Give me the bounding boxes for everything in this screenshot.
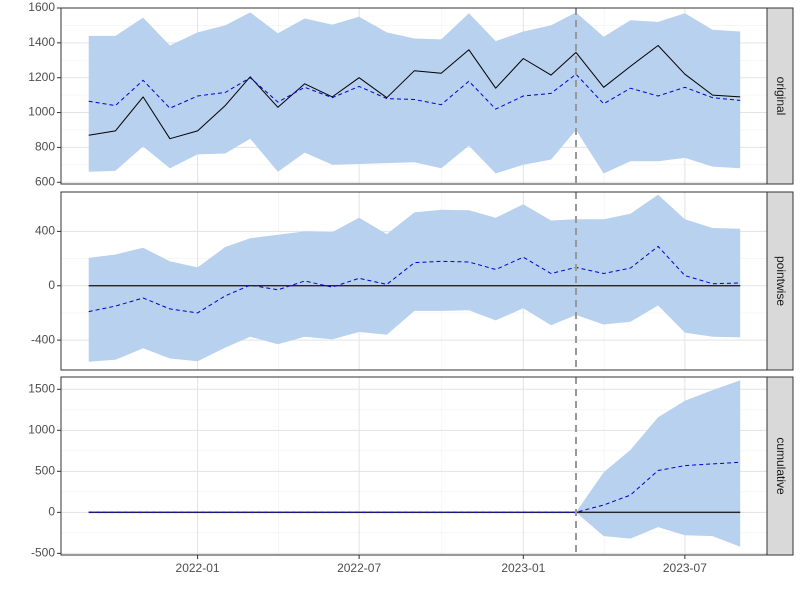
panel-original: 600 800 1000 1200 1400 1600 original: [28, 0, 794, 188]
y-tick-label: -400: [31, 332, 55, 346]
panel-strip: [766, 7, 794, 185]
predicted-series-line: [88, 73, 741, 110]
y-tick-label: 1500: [28, 381, 55, 395]
panel-strip: [766, 376, 794, 556]
strip-label: pointwise: [774, 256, 788, 306]
confidence-band: [88, 380, 741, 547]
y-tick-label: 1600: [28, 0, 55, 14]
x-tick-label: 2022-07: [337, 561, 381, 575]
predicted-series-line: [88, 461, 741, 513]
y-tick-label: -500: [31, 546, 55, 560]
x-tick-label: 2022-01: [176, 561, 220, 575]
y-tick-label: 1200: [28, 70, 55, 84]
y-tick-label: 800: [35, 140, 55, 154]
x-axis: 2022-01 2022-07 2023-01 2023-07: [176, 555, 707, 575]
confidence-band: [88, 12, 741, 174]
panel-pointwise: -400 0 400 pointwise: [31, 191, 794, 371]
y-tick-label: 500: [35, 464, 55, 478]
x-tick-label: 2023-07: [663, 561, 707, 575]
y-tick-label: 1400: [28, 35, 55, 49]
actual-series-line: [88, 45, 741, 140]
strip-label: cumulative: [774, 437, 788, 495]
chart-panels: 600 800 1000 1200 1400 1600 original -400 0 400 po…: [28, 0, 794, 560]
y-tick-label: 600: [35, 174, 55, 188]
y-tick-label: 1000: [28, 105, 55, 119]
x-tick-label: 2023-01: [501, 561, 545, 575]
confidence-band: [88, 194, 741, 362]
panel-strip: [766, 191, 794, 371]
strip-label: original: [774, 77, 788, 116]
y-tick-label: 0: [48, 505, 55, 519]
predicted-series-line: [88, 245, 741, 314]
y-tick-label: 1000: [28, 422, 55, 436]
panel-cumulative: -500 0 500 1000 1500 cumulative: [28, 376, 794, 560]
y-tick-label: 0: [48, 278, 55, 292]
y-tick-label: 400: [35, 224, 55, 238]
